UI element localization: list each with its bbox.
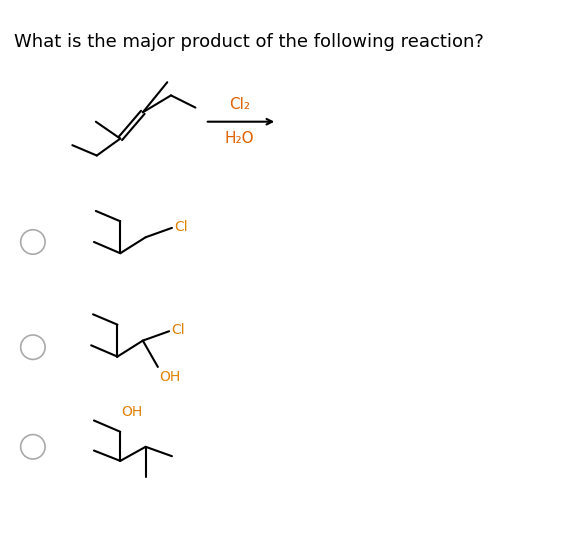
Text: Cl: Cl xyxy=(171,323,184,337)
Text: OH: OH xyxy=(160,370,181,384)
Text: OH: OH xyxy=(121,404,142,419)
Text: What is the major product of the following reaction?: What is the major product of the followi… xyxy=(14,33,484,51)
Text: Cl₂: Cl₂ xyxy=(229,98,250,112)
Text: H₂O: H₂O xyxy=(225,131,254,146)
Text: Cl: Cl xyxy=(174,220,187,234)
